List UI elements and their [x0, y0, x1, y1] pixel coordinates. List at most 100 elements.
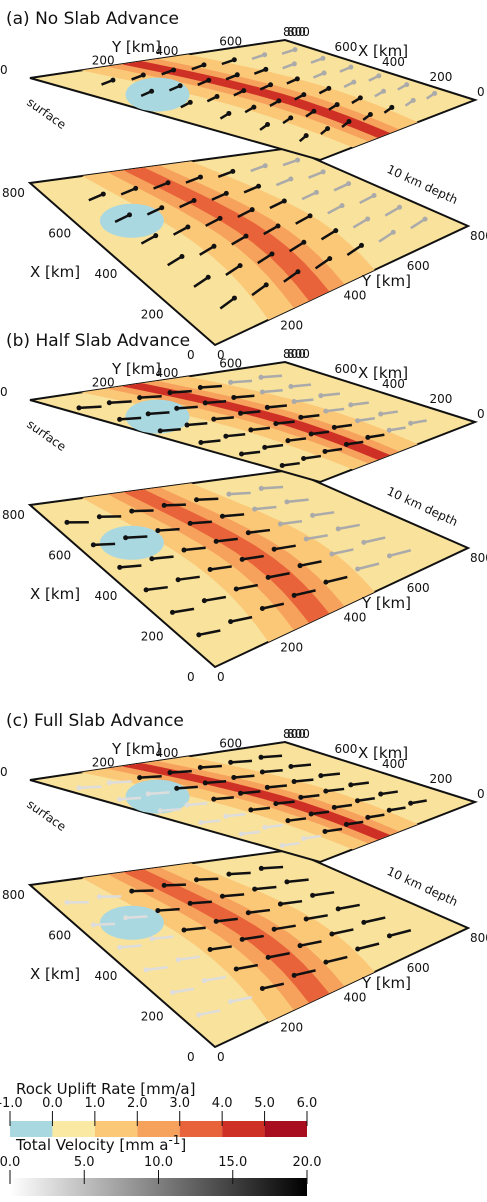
arrow-head — [323, 408, 329, 414]
arrow-head — [297, 943, 303, 949]
arrow-head — [273, 421, 279, 427]
arrow-head — [404, 82, 410, 88]
velocity-arrow — [153, 181, 169, 190]
arrow-head — [179, 253, 185, 259]
subsidence-area — [99, 203, 164, 238]
arrow-head — [90, 542, 96, 548]
bottom-x-tick: 600 — [48, 929, 71, 943]
arrow-head — [205, 274, 211, 280]
velocity-arrow — [93, 922, 116, 927]
velocity-arrow — [109, 400, 132, 404]
arrow-head — [207, 947, 213, 953]
velocity-arrow — [273, 544, 296, 551]
arrow-head — [217, 215, 223, 221]
velocity-arrow — [262, 388, 283, 394]
title-sup: -1 — [168, 1133, 180, 1147]
velocity-arrow — [299, 560, 322, 567]
velocity-arrow — [363, 916, 386, 924]
arrow-head — [153, 233, 159, 239]
arrow-head — [177, 83, 183, 89]
velocity-arrow — [198, 629, 221, 637]
velocity-arrow — [254, 885, 277, 891]
arrow-head — [292, 47, 298, 53]
arrow-head — [334, 102, 340, 108]
bottom-x-tick: 400 — [95, 267, 118, 281]
velocity-arrow — [257, 252, 273, 265]
arrow-head — [320, 55, 326, 61]
top-y-tick: 0 — [0, 385, 8, 399]
surface-label: surface — [24, 797, 68, 834]
y-label: Y [km] — [111, 740, 161, 758]
arrow-head — [262, 824, 268, 830]
arrow-head — [228, 759, 234, 765]
velocity-arrow — [196, 497, 219, 501]
arrow-head — [167, 770, 173, 776]
velocity-arrow — [190, 520, 212, 525]
velocity-arrow — [204, 975, 227, 982]
velocity-arrow — [78, 405, 102, 410]
bottom-y-tick: 400 — [344, 289, 367, 303]
velocity-arrow — [287, 437, 307, 442]
velocity-arrow — [410, 799, 427, 805]
velocity-arrow — [109, 780, 132, 784]
arrow-head — [143, 587, 149, 593]
arrow-head — [226, 110, 232, 116]
arrow-head — [331, 804, 337, 810]
arrow-head — [310, 512, 316, 518]
colorbar-tick-label: 4.0 — [212, 1096, 233, 1111]
arrow-head — [262, 52, 268, 58]
velocity-arrow — [230, 379, 253, 384]
arrow-head — [285, 818, 291, 824]
arrow-head — [259, 605, 265, 611]
arrow-head — [279, 463, 285, 469]
velocity-arrow — [148, 791, 170, 796]
velocity-arrow — [125, 915, 148, 919]
arrow-head — [348, 64, 354, 70]
velocity-arrow — [275, 177, 292, 187]
arrow-head — [263, 282, 269, 288]
velocity-arrow — [240, 410, 261, 415]
arrow-head — [322, 828, 328, 834]
velocity-arrow — [300, 794, 320, 799]
arrow-head — [213, 918, 219, 924]
velocity-arrow — [78, 785, 102, 790]
arrow-head — [346, 119, 352, 125]
colorbar-title: Rock Uplift Rate [mm/a] — [16, 1080, 195, 1098]
arrow-head — [181, 547, 187, 553]
velocity-arrow — [145, 965, 168, 972]
velocity-arrow — [310, 810, 330, 816]
arrow-head — [76, 785, 82, 791]
velocity-arrow — [219, 297, 236, 310]
title-part: Total Velocity [mm a — [15, 1136, 168, 1154]
velocity-arrow — [359, 194, 375, 205]
arrow-head — [262, 163, 268, 169]
bottom-x-tick: 0 — [187, 348, 195, 362]
arrow-head — [301, 455, 307, 461]
arrow-head — [346, 181, 352, 187]
arrow-head — [326, 85, 332, 91]
velocity-arrow — [88, 192, 104, 202]
velocity-arrow — [217, 170, 234, 178]
velocity-arrow — [177, 575, 200, 581]
arrow-head — [100, 191, 106, 197]
arrow-head — [129, 508, 135, 514]
arrow-head — [219, 513, 225, 519]
arrow-head — [258, 374, 264, 380]
arrow-head — [241, 88, 247, 94]
top-y-tick: 0 — [0, 765, 8, 779]
arrow-head — [149, 88, 155, 94]
arrow-head — [174, 405, 180, 411]
velocity-arrow — [186, 802, 208, 807]
velocity-arrow — [320, 392, 341, 397]
arrow-head — [357, 95, 363, 101]
top-y-tick: 200 — [92, 376, 115, 390]
velocity-arrow — [301, 191, 317, 201]
arrow-head — [230, 168, 236, 174]
arrow-head — [365, 814, 371, 820]
arrow-head — [64, 899, 70, 905]
velocity-arrow — [169, 389, 192, 394]
velocity-arrow — [200, 439, 221, 444]
velocity-arrow — [267, 571, 290, 579]
arrow-head — [264, 784, 270, 790]
